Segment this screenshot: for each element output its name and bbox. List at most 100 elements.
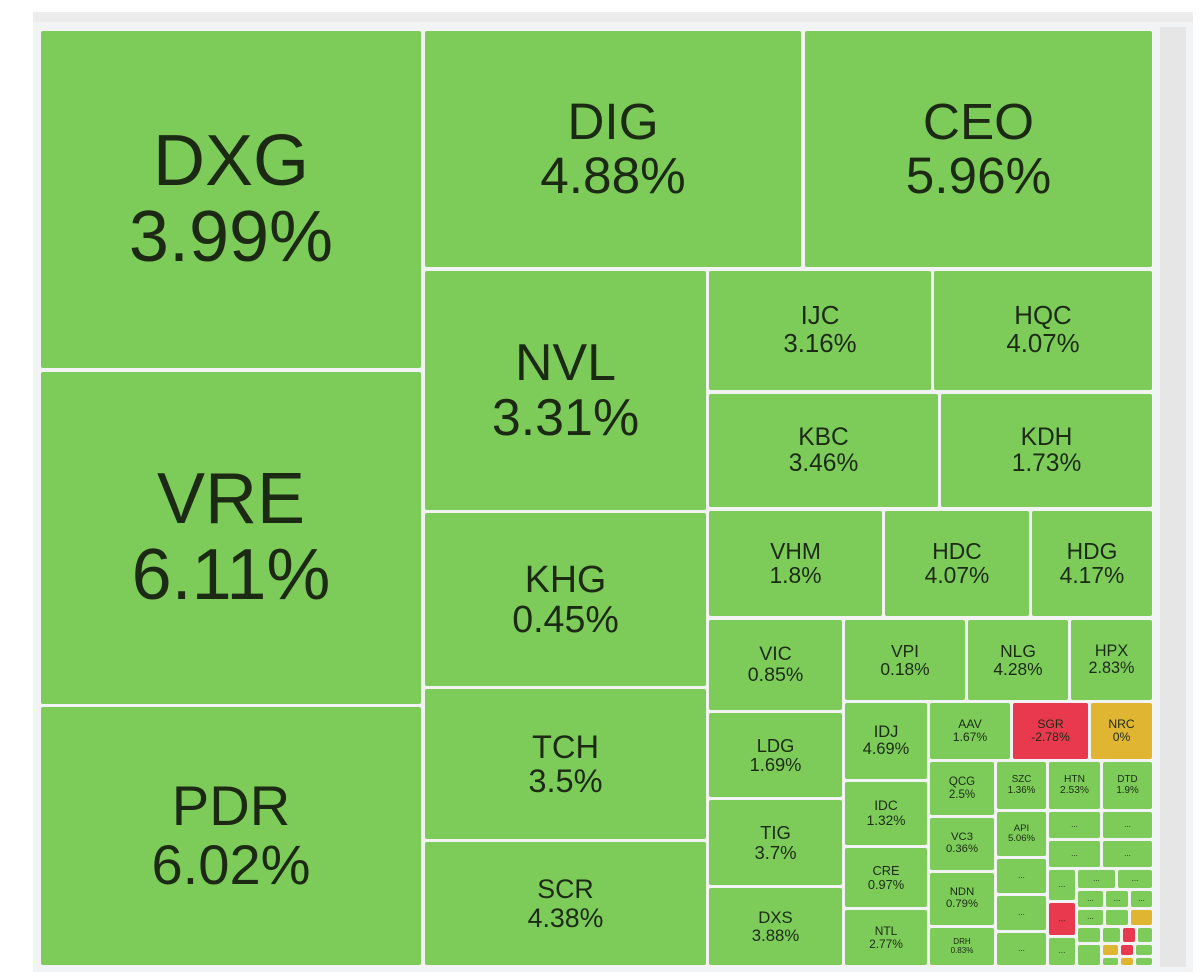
tile[interactable]: NLG 4.28% [968,620,1068,700]
change-label: 0.83% [950,945,974,955]
overflow-tile [1103,928,1120,942]
ticker: VHM [770,537,821,564]
tile[interactable]: HPX 2.83% [1071,620,1152,700]
overflow-label: ... [1093,873,1100,883]
change-label: 3.88% [751,925,800,945]
tile[interactable]: DTD 1.9% [1103,762,1152,809]
ticker: NTL [874,923,898,938]
change-label: 4.88% [540,147,686,204]
ticker: NVL [514,333,617,392]
overflow-tile [1106,910,1128,925]
change-label: 0.85% [747,664,804,686]
tile[interactable]: KHG 0.45% [425,513,706,686]
tile[interactable]: HDC 4.07% [885,511,1029,616]
ticker: CRE [872,863,900,879]
tile[interactable]: KBC 3.46% [709,394,938,507]
overflow-tile: ... [1049,938,1075,965]
ticker: DXG [152,120,310,201]
tile[interactable]: PDR 6.02% [41,707,421,965]
ticker: TCH [532,727,599,765]
ticker: KBC [798,423,849,451]
ticker: API [1013,822,1030,834]
ticker: CEO [922,93,1035,151]
overflow-tile [1123,928,1135,942]
change-label: 2.83% [1088,659,1135,677]
overflow-tile: ... [1078,870,1115,888]
overflow-tile: ... [1049,841,1100,867]
overflow-label: ... [1124,848,1131,858]
overflow-tile [1078,928,1100,942]
overflow-tile: ... [1078,891,1103,907]
overflow-tile [1078,945,1100,965]
tile[interactable]: NTL 2.77% [845,910,927,965]
overflow-tile [1103,958,1118,965]
change-label: 3.99% [128,196,334,277]
tile[interactable]: TCH 3.5% [425,689,706,839]
ticker: VPI [890,640,919,661]
tile[interactable]: DXS 3.88% [709,888,842,965]
ticker: NLG [1000,640,1036,661]
ticker: DIG [567,93,659,151]
overflow-tile [1131,910,1152,925]
scrollbar[interactable] [1160,27,1186,967]
tile[interactable]: HQC 4.07% [934,271,1152,390]
tile[interactable]: LDG 1.69% [709,713,842,797]
change-label: 0.36% [945,843,979,855]
tile[interactable]: NRC 0% [1091,703,1152,759]
overflow-tile: ... [1103,841,1152,867]
overflow-tile: ... [1049,870,1075,900]
change-label: 2.77% [869,936,903,951]
tile[interactable]: AAV 1.67% [930,703,1010,759]
tile[interactable]: VPI 0.18% [845,620,965,700]
ticker: HTN [1064,773,1085,785]
tile[interactable]: SGR -2.78% [1013,703,1088,759]
tile[interactable]: CEO 5.96% [805,31,1152,267]
overflow-tile: ... [1131,891,1152,907]
overflow-label: ... [1113,893,1121,903]
tile[interactable]: SCR 4.38% [425,842,706,965]
tile[interactable]: IDC 1.32% [845,782,927,845]
tile[interactable]: QCG 2.5% [930,762,994,815]
ticker: HDC [932,537,982,564]
tile[interactable]: DXG 3.99% [41,31,421,368]
ticker: AAV [958,717,982,732]
tile[interactable]: NDN 0.79% [930,873,994,925]
overflow-label: ... [1071,819,1078,829]
change-label: 4.07% [924,561,990,588]
overflow-label: ... [1087,912,1094,922]
tile[interactable]: HTN 2.53% [1049,762,1100,809]
overflow-label: ... [1071,848,1078,858]
change-label: 3.46% [788,449,859,477]
tile[interactable]: KDH 1.73% [941,394,1152,507]
tile[interactable]: API 5.06% [997,812,1046,856]
change-label: 0.97% [867,876,905,892]
tile[interactable]: DRH 0.83% [930,928,994,965]
ticker: SCR [537,874,594,905]
overflow-label: ... [1018,870,1025,880]
tile[interactable]: NVL 3.31% [425,271,706,510]
overflow-label: ... [1058,913,1066,923]
tile[interactable]: SZC 1.36% [997,762,1046,809]
tile[interactable]: VHM 1.8% [709,511,882,616]
change-label: 1.73% [1011,449,1082,477]
overflow-tile: ... [1103,812,1152,838]
tile[interactable]: IDJ 4.69% [845,703,927,779]
ticker: SZC [1011,774,1032,786]
tile[interactable]: VC3 0.36% [930,818,994,870]
ticker: QCG [948,776,976,789]
tile[interactable]: IJC 3.16% [709,271,931,390]
tile[interactable]: CRE 0.97% [845,848,927,907]
tile[interactable]: VIC 0.85% [709,620,842,710]
tile[interactable]: TIG 3.7% [709,800,842,885]
overflow-label: ... [1058,946,1066,956]
ticker: HPX [1094,642,1129,660]
tile[interactable]: HDG 4.17% [1032,511,1152,616]
tile[interactable]: VRE 6.11% [41,372,421,704]
overflow-tile: ... [1078,910,1103,925]
change-label: 3.7% [754,841,797,863]
tile[interactable]: DIG 4.88% [425,31,801,267]
overflow-tile: ... [997,859,1046,893]
overflow-label: ... [1018,907,1025,917]
change-label: 1.8% [769,561,822,588]
